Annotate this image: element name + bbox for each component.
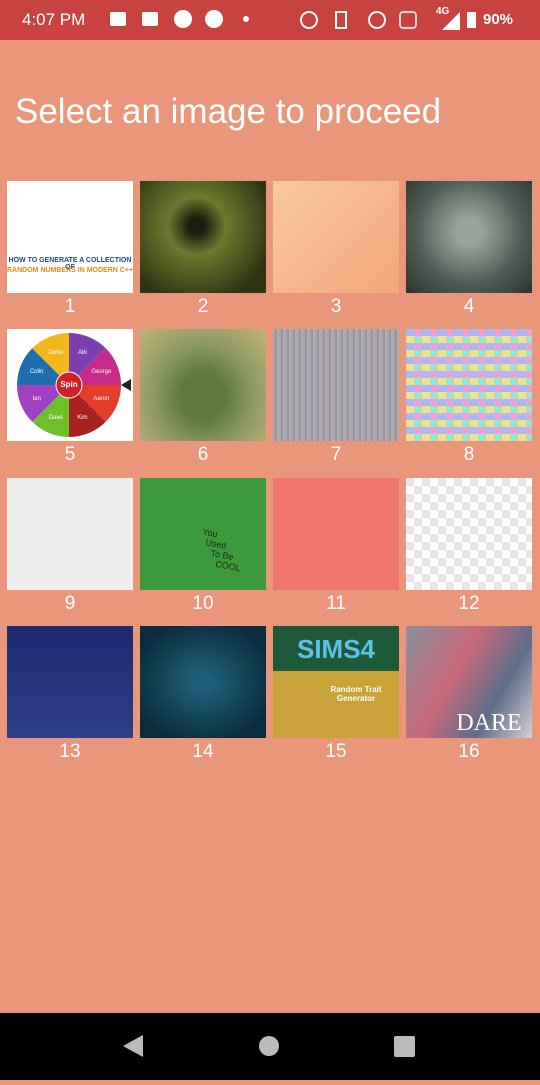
image-label: 13: [59, 741, 81, 762]
image-label: 11: [326, 593, 346, 614]
image-label: 8: [463, 444, 475, 465]
battery-icon: [467, 12, 476, 28]
network-type: 4G: [436, 6, 450, 17]
wheel-name: Jaime: [48, 350, 65, 356]
image-caption: Generator: [336, 694, 376, 703]
image-tile[interactable]: [7, 626, 133, 738]
wheel-segment: [69, 333, 106, 385]
image-label: 15: [325, 741, 347, 762]
status-bar: 4:07 PM 4G 90%: [0, 0, 540, 40]
image-label: 12: [458, 593, 480, 614]
image-tile[interactable]: [406, 478, 532, 590]
image-caption: Random Trait: [330, 685, 382, 694]
wheel-segment: [69, 385, 106, 437]
image-label: 2: [197, 296, 209, 317]
wheel-name: Colin: [30, 369, 44, 375]
image-tile[interactable]: HOW TO GENERATE A COLLECTION OF RANDOM NU…: [7, 181, 133, 293]
image-label: 5: [64, 444, 76, 465]
image-tile[interactable]: [406, 181, 532, 293]
image-tile[interactable]: You Used To Be COOL: [140, 478, 266, 590]
wheel-hub: [55, 371, 83, 399]
image-tile[interactable]: [7, 478, 133, 590]
image-caption: HOW TO GENERATE A COLLECTION OF: [8, 257, 132, 271]
page-title: Select an image to proceed: [15, 92, 442, 131]
time: 4:07 PM: [22, 10, 86, 29]
image-tile[interactable]: Abi George Aaron Kim Dave Ian Colin Jaime Spin: [7, 329, 133, 441]
wheel-segment: [17, 348, 69, 385]
wheel-segment: [32, 385, 69, 437]
wheel-center: Spin: [60, 380, 77, 389]
wheel-name: George: [91, 369, 112, 375]
image-label: 9: [64, 593, 76, 614]
spin-wheel: Abi George Aaron Kim Dave Ian Colin Jaime Spin: [17, 333, 131, 437]
image-tile[interactable]: DARE: [406, 626, 532, 738]
wheel-name: Dave: [49, 415, 64, 421]
image-label: 6: [197, 444, 209, 465]
wheel-name: Kim: [77, 415, 87, 421]
image-label: 7: [330, 444, 342, 465]
image-label: 16: [458, 741, 480, 762]
wheel-segment: [17, 385, 69, 422]
image-label: 10: [192, 593, 214, 614]
notification-icons: [110, 10, 249, 28]
wheel-segment: [69, 385, 121, 422]
image-caption: DARE: [456, 710, 522, 736]
wheel-name: Ian: [32, 396, 40, 402]
wheel-name: Abi: [78, 350, 87, 356]
signal-icon: [442, 12, 460, 30]
home-button[interactable]: [259, 1036, 279, 1056]
nav-buttons: [123, 1035, 415, 1057]
image-label: 14: [192, 741, 214, 762]
image-tile[interactable]: [273, 329, 399, 441]
image-caption: RANDOM NUMBERS IN MODERN C++: [7, 267, 133, 274]
image-tile[interactable]: [140, 329, 266, 441]
image-tile[interactable]: SIMS4 Random Trait Generator: [273, 626, 399, 738]
back-button[interactable]: [123, 1035, 143, 1057]
wheel-pointer: [121, 379, 131, 391]
image-caption: SIMS4: [296, 634, 376, 664]
image-tile[interactable]: [406, 329, 532, 441]
image-tile[interactable]: [140, 181, 266, 293]
recents-button[interactable]: [394, 1036, 415, 1057]
image-tile[interactable]: [273, 181, 399, 293]
wheel-name: Aaron: [93, 396, 109, 402]
image-tile[interactable]: [273, 478, 399, 590]
wheel-segment: [69, 348, 121, 385]
image-label: 4: [463, 296, 475, 317]
image-label: 1: [64, 296, 76, 317]
battery-level: 90%: [483, 11, 514, 28]
navigation-bar: [0, 1013, 540, 1080]
system-icons: [300, 11, 417, 29]
image-tile[interactable]: [140, 626, 266, 738]
image-label: 3: [330, 296, 342, 317]
wheel-segment: [32, 333, 69, 385]
